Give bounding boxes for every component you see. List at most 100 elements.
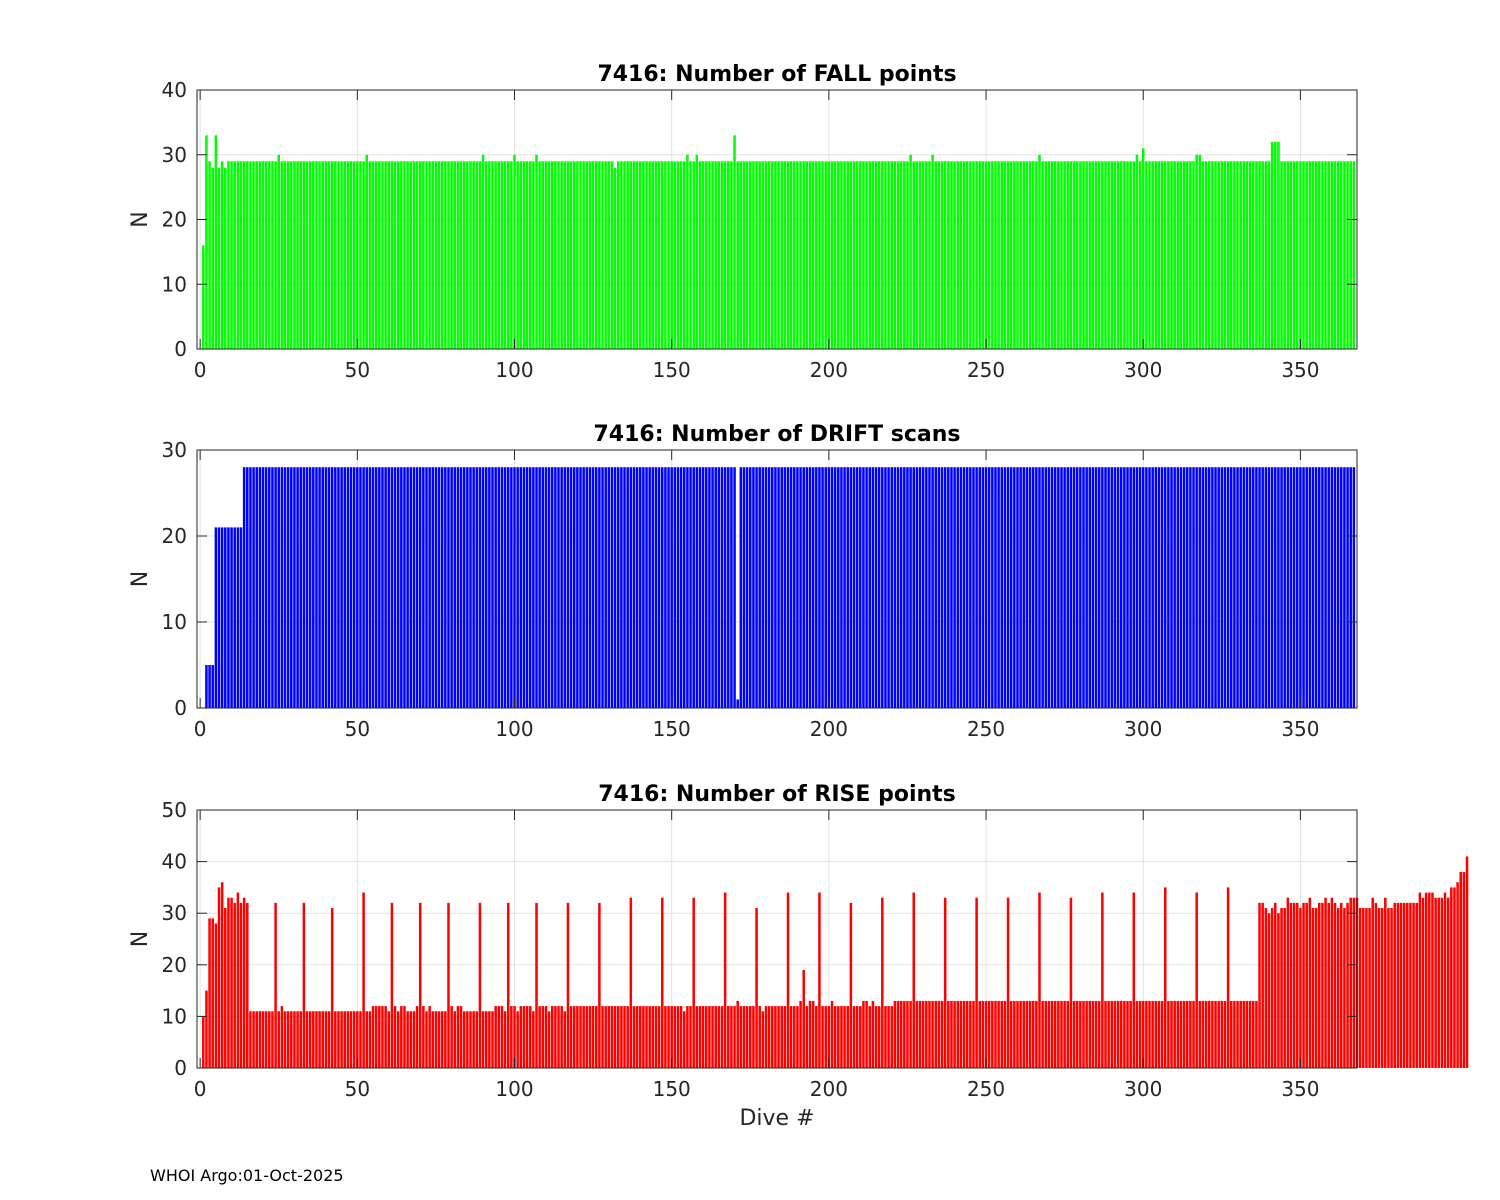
fall-bar (491, 161, 494, 349)
drift-bar (881, 467, 884, 708)
rise-bar (1358, 908, 1362, 1068)
rise-bar (947, 1000, 950, 1068)
rise-bar (903, 1000, 906, 1068)
fall-bar (522, 161, 526, 349)
fall-bar (771, 161, 774, 349)
rise-bar (925, 1000, 928, 1068)
rise-bar (1415, 902, 1418, 1068)
rise-bar (286, 1011, 290, 1068)
drift-chart: 0 50 100 150 200 250 300 350 0 10 20 30 7416: Number… (128, 422, 1358, 741)
drift-bar (884, 467, 887, 708)
drift-bar (925, 467, 928, 708)
drift-bar (230, 527, 233, 708)
fall-bar (604, 161, 607, 349)
rise-bar (1053, 1000, 1057, 1068)
drift-bar (1292, 467, 1296, 708)
rise-bar (217, 887, 221, 1068)
rise-bar (1229, 1000, 1233, 1068)
fall-bar (632, 161, 636, 349)
fall-bar (1009, 161, 1013, 349)
drift-bar (563, 467, 567, 708)
drift-bar (478, 467, 482, 708)
rise-bar (859, 1006, 862, 1068)
fall-bar (1176, 161, 1180, 349)
drift-bar (661, 467, 664, 708)
fall-ytick-label: 10 (162, 272, 187, 296)
rise-xtick-label: 200 (810, 1077, 848, 1101)
rise-bar (733, 1006, 736, 1068)
drift-bar (277, 467, 280, 708)
rise-bar (236, 892, 240, 1068)
drift-bar (356, 467, 359, 708)
rise-bar (701, 1006, 705, 1068)
rise-xtick-label: 350 (1281, 1077, 1319, 1101)
rise-bar (1393, 902, 1396, 1068)
drift-bar (950, 467, 953, 708)
drift-bar (1267, 467, 1271, 708)
fall-bar (837, 161, 840, 349)
rise-bar (1072, 1000, 1076, 1068)
rise-bar (1025, 1000, 1029, 1068)
drift-bar (771, 467, 774, 708)
fall-bar (299, 161, 302, 349)
drift-bar (560, 467, 563, 708)
rise-bar (544, 1006, 548, 1068)
rise-bar (557, 1006, 560, 1068)
drift-bar (327, 467, 331, 708)
fall-bar (717, 161, 721, 349)
fall-bar (1035, 161, 1038, 349)
fall-bar (450, 161, 453, 349)
drift-bar (1163, 467, 1167, 708)
rise-bar (661, 897, 664, 1068)
fall-bar (594, 161, 598, 349)
drift-bar (1248, 467, 1252, 708)
drift-bar (1154, 467, 1158, 708)
fall-bar (1129, 161, 1132, 349)
fall-bar (950, 161, 953, 349)
fall-bar (918, 161, 922, 349)
rise-bar (1132, 892, 1136, 1068)
rise-bar (994, 1000, 997, 1068)
drift-bar (1123, 467, 1126, 708)
rise-bar (1022, 1000, 1026, 1068)
rise-bar (950, 1000, 953, 1068)
rise-bar (390, 902, 394, 1068)
drift-bar (506, 467, 510, 708)
rise-bar (1390, 908, 1393, 1068)
drift-bar (346, 467, 350, 708)
drift-bar (1314, 467, 1318, 708)
rise-bar (1421, 897, 1425, 1068)
fall-bar (202, 245, 205, 349)
rise-bar (368, 1011, 372, 1068)
rise-bar (1443, 892, 1447, 1068)
rise-bar (1280, 908, 1283, 1068)
rise-bar (1195, 892, 1198, 1068)
fall-bar (1163, 161, 1167, 349)
drift-bar (334, 467, 337, 708)
rise-bar (1157, 1000, 1161, 1068)
fall-bar (648, 161, 651, 349)
rise-bar (1277, 913, 1280, 1068)
rise-bar (1123, 1000, 1126, 1068)
fall-ytick-label: 30 (162, 143, 187, 167)
rise-bar (969, 1000, 972, 1068)
fall-bar (560, 161, 563, 349)
rise-bar (444, 1011, 447, 1068)
fall-bar (1330, 161, 1334, 349)
rise-bar (1003, 1000, 1007, 1068)
rise-bar (475, 1011, 479, 1068)
rise-bar (579, 1006, 582, 1068)
rise-bar (469, 1011, 472, 1068)
drift-bar (1311, 467, 1315, 708)
fall-bar (1000, 161, 1004, 349)
rise-bar (802, 969, 805, 1068)
rise-bar (1179, 1000, 1183, 1068)
fall-bar (1119, 161, 1123, 349)
rise-bar (1424, 892, 1428, 1068)
drift-bar (484, 467, 488, 708)
drift-bar (576, 467, 579, 708)
drift-bar (846, 467, 849, 708)
fall-bar (334, 161, 337, 349)
drift-bar (1211, 467, 1214, 708)
fall-bar (1053, 161, 1057, 349)
